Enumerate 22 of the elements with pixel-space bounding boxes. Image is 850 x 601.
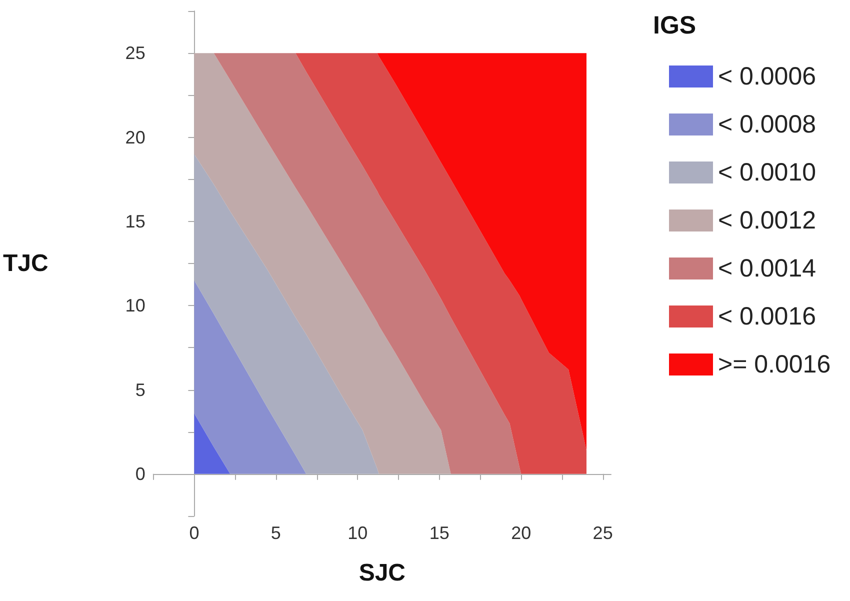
y-axis-title: TJC	[2, 250, 48, 277]
legend-label: < 0.0008	[718, 110, 816, 138]
y-tick-label: 0	[135, 464, 146, 484]
y-tick-label: 25	[125, 43, 146, 64]
legend-label: < 0.0006	[718, 62, 816, 90]
x-axis-title: SJC	[358, 560, 406, 586]
legend-title: IGS	[653, 12, 696, 40]
x-tick-label: 5	[270, 523, 281, 543]
legend-label: < 0.0012	[718, 206, 816, 234]
x-tick-label: 0	[189, 523, 200, 543]
y-tick-label: 20	[125, 127, 146, 148]
legend-label: < 0.0014	[718, 254, 816, 282]
legend-label: >= 0.0016	[718, 350, 831, 378]
y-tick-label: 5	[135, 380, 146, 400]
y-tick-label: 10	[125, 296, 146, 316]
x-tick-label: 15	[429, 523, 450, 543]
y-tick-label: 15	[125, 211, 146, 232]
legend-label: < 0.0010	[718, 158, 816, 186]
x-tick-label: 10	[348, 523, 368, 543]
x-tick-label: 20	[511, 523, 532, 543]
x-tick-label: 25	[592, 523, 613, 543]
legend-label: < 0.0016	[718, 302, 816, 330]
